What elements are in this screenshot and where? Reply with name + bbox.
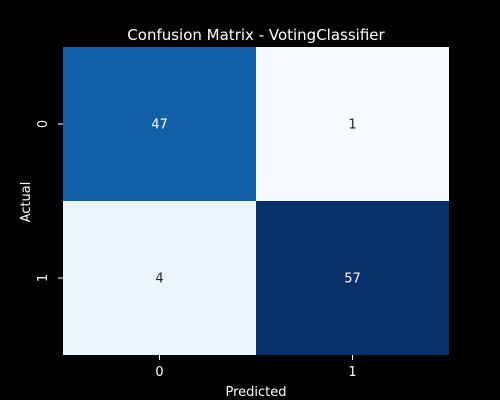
chart-title: Confusion Matrix - VotingClassifier bbox=[127, 26, 385, 44]
y-tick-label-0: 0 bbox=[36, 120, 51, 128]
y-axis-label: Actual bbox=[19, 182, 34, 223]
heatmap-cell-value-r0-c1: 1 bbox=[348, 118, 356, 133]
heatmap-cell-r0-c1 bbox=[256, 47, 449, 201]
y-tick-label-1: 1 bbox=[36, 274, 51, 282]
heatmap-cell-r1-c0 bbox=[63, 201, 256, 355]
heatmap-cell-labels: 47 1 4 57 bbox=[151, 118, 361, 287]
y-axis-ticks: 01 bbox=[36, 120, 63, 282]
x-tick-label-0: 0 bbox=[155, 365, 163, 380]
heatmap-cell-r0-c0 bbox=[63, 47, 256, 201]
heatmap-cell-value-r1-c1: 57 bbox=[344, 272, 361, 287]
heatmap-cell-value-r0-c0: 47 bbox=[151, 118, 168, 133]
x-tick-label-1: 1 bbox=[348, 365, 356, 380]
heatmap-cell-value-r1-c0: 4 bbox=[155, 272, 163, 287]
heatmap-cell-r1-c1 bbox=[256, 201, 449, 355]
heatmap-cells bbox=[63, 47, 449, 355]
x-axis-label: Predicted bbox=[225, 385, 286, 400]
